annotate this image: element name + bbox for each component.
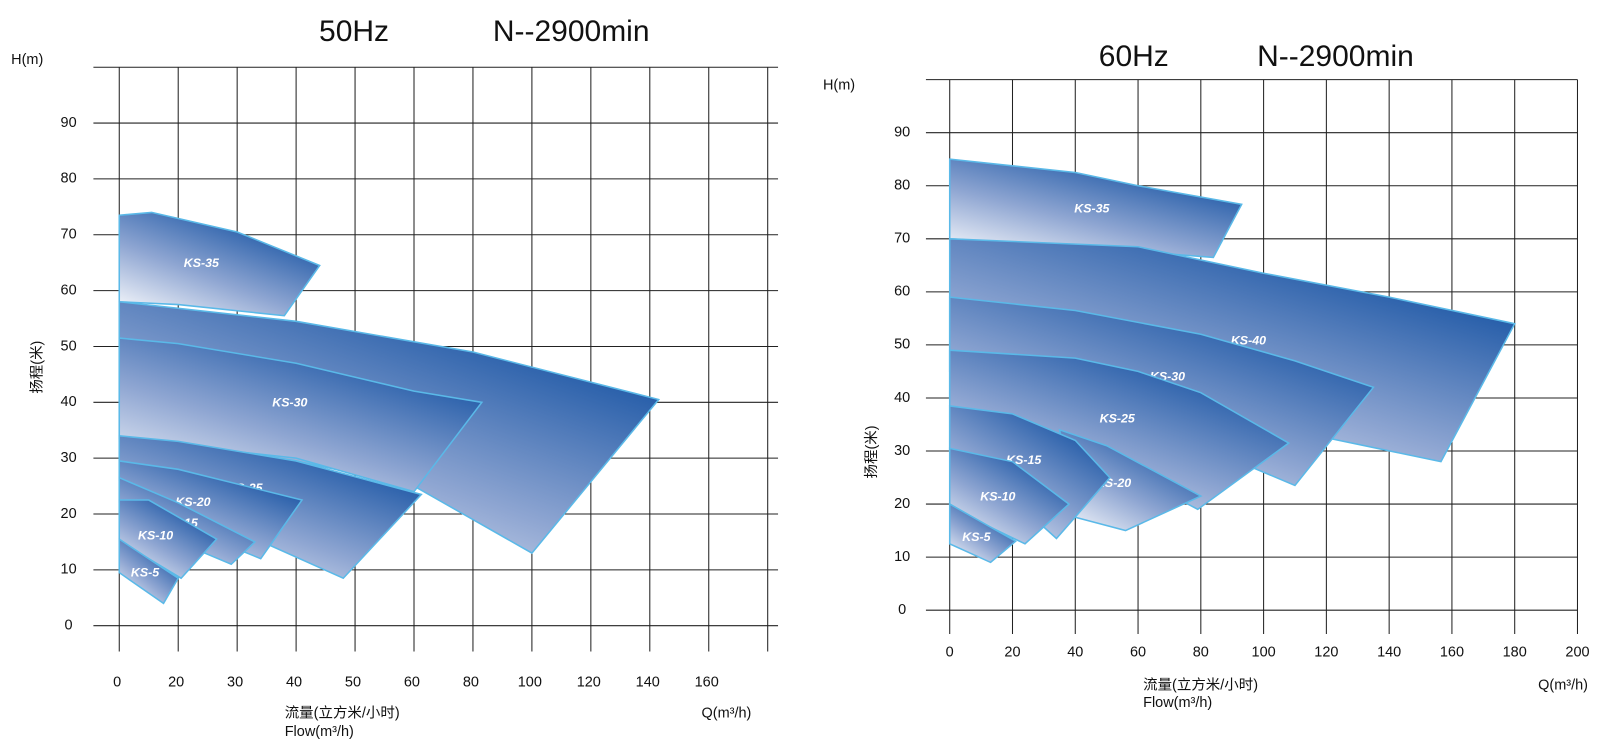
x-tick-label: 40 <box>286 674 302 690</box>
x-tick-label: 80 <box>463 674 479 690</box>
y-tick-label: 70 <box>61 227 77 243</box>
x-tick-label: 160 <box>1440 644 1464 660</box>
band-label: KS-25 <box>1100 411 1136 425</box>
x-tick-label: 60 <box>404 674 420 690</box>
y-tick-label: 0 <box>898 602 906 618</box>
x-tick-label: 50 <box>345 674 361 690</box>
x-tick-label: 20 <box>168 674 184 690</box>
chart-speed: N--2900min <box>493 15 650 48</box>
x-tick-label: 140 <box>1377 644 1401 660</box>
x-tick-label: 120 <box>577 674 601 690</box>
x-axis-title-cn: 流量(立方米/小时) <box>285 704 400 721</box>
pump-band <box>948 502 1017 564</box>
y-axis-title: 扬程(米) <box>863 425 880 478</box>
x-tick-label: 20 <box>1004 644 1020 660</box>
y-axis-unit: H(m) <box>11 52 43 68</box>
x-tick-label: 140 <box>636 674 660 690</box>
y-axis-unit: H(m) <box>823 78 855 94</box>
band-label: KS-10 <box>138 529 173 543</box>
x-tick-label: 40 <box>1067 644 1083 660</box>
x-tick-label: 100 <box>1252 644 1276 660</box>
x-tick-label: 100 <box>518 674 542 690</box>
x-axis-title-en: Flow(m³/h) <box>1143 695 1212 711</box>
x-tick-label: 120 <box>1314 644 1338 660</box>
y-tick-label: 30 <box>61 450 77 466</box>
y-tick-label: 20 <box>61 506 77 522</box>
y-tick-label: 70 <box>894 231 910 247</box>
chart-title: 50Hz <box>319 15 389 48</box>
band-label: KS-5 <box>962 530 991 544</box>
y-tick-label: 90 <box>61 115 77 131</box>
y-tick-label: 90 <box>894 125 910 141</box>
y-tick-label: 10 <box>894 549 910 565</box>
x-tick-label: 180 <box>1503 644 1527 660</box>
y-tick-label: 80 <box>894 178 910 194</box>
pump-band <box>118 537 180 605</box>
y-tick-label: 40 <box>894 390 910 406</box>
y-tick-label: 60 <box>61 282 77 298</box>
band-label: KS-40 <box>1231 333 1266 347</box>
x-tick-label: 80 <box>1193 644 1209 660</box>
y-tick-label: 50 <box>894 337 910 353</box>
band-label: KS-5 <box>131 566 160 580</box>
x-axis-unit: Q(m³/h) <box>1538 678 1588 694</box>
x-tick-label: 60 <box>1130 644 1146 660</box>
y-tick-label: 60 <box>894 284 910 300</box>
x-axis-title-en: Flow(m³/h) <box>285 724 354 740</box>
x-tick-label: 0 <box>946 644 954 660</box>
y-tick-label: 10 <box>61 562 77 578</box>
chart-speed: N--2900min <box>1257 40 1414 73</box>
band-label: KS-35 <box>184 256 220 270</box>
y-tick-label: 20 <box>894 496 910 512</box>
band-label: KS-30 <box>272 396 307 410</box>
x-tick-label: 160 <box>695 674 719 690</box>
y-tick-label: 0 <box>65 618 73 634</box>
band-label: KS-35 <box>1074 202 1110 216</box>
x-tick-label: 0 <box>113 674 121 690</box>
chart-title: 60Hz <box>1099 40 1169 73</box>
pump-band <box>118 211 321 317</box>
y-tick-label: 40 <box>61 394 77 410</box>
y-tick-label: 30 <box>894 443 910 459</box>
x-tick-label: 200 <box>1565 644 1589 660</box>
y-tick-label: 50 <box>61 338 77 354</box>
y-axis-title: 扬程(米) <box>28 341 45 394</box>
x-axis-unit: Q(m³/h) <box>702 705 752 721</box>
x-tick-label: 30 <box>227 674 243 690</box>
y-tick-label: 80 <box>61 171 77 187</box>
band-label: KS-10 <box>980 490 1015 504</box>
x-axis-title-cn: 流量(立方米/小时) <box>1143 677 1258 694</box>
